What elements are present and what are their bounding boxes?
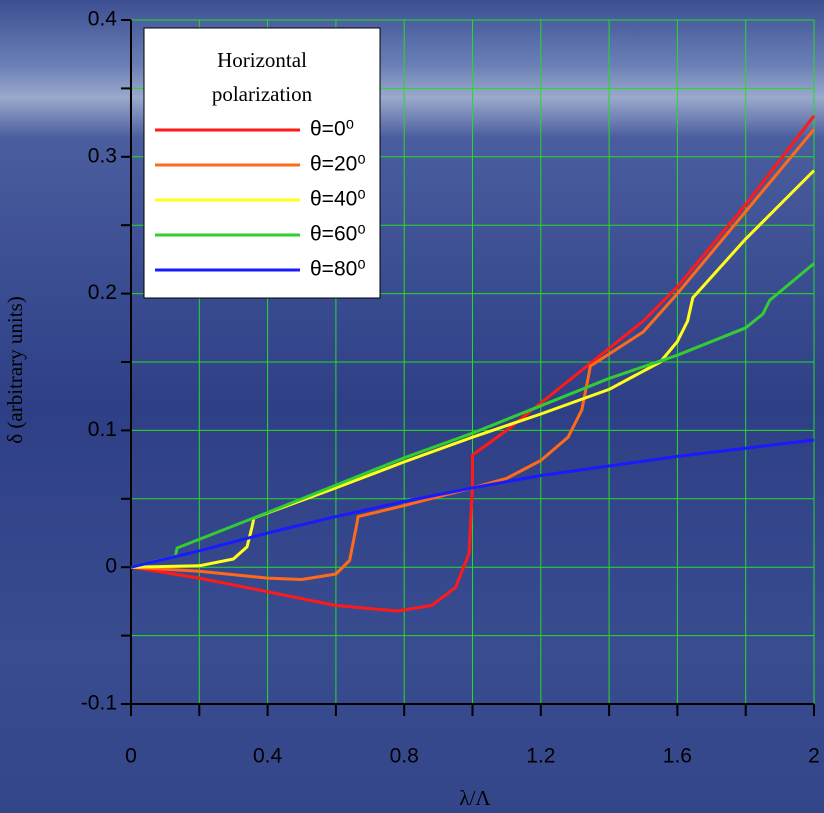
legend-label: θ=60⁰: [310, 223, 366, 246]
y-tick-label: 0.1: [88, 418, 117, 441]
legend-title: polarization: [212, 82, 313, 106]
y-tick-label: 0: [105, 555, 117, 578]
data-line: [130, 114, 816, 613]
x-tick-label: 1.2: [526, 745, 555, 768]
legend-label: θ=80⁰: [310, 258, 366, 281]
x-tick-label: 2: [808, 745, 820, 768]
x-tick-label: 0: [125, 745, 137, 768]
y-tick-label: 0.3: [88, 144, 117, 167]
y-tick-label: 0.4: [88, 8, 118, 31]
y-axis-label: δ (arbitrary units): [3, 296, 27, 444]
data-line: [130, 169, 816, 569]
x-tick-label: 0.8: [390, 745, 419, 768]
data-line: [130, 438, 815, 569]
x-axis-label: λ/Λ: [459, 786, 491, 810]
data-line: [130, 128, 816, 581]
y-tick-label: -0.1: [81, 692, 117, 715]
legend-box: [143, 27, 381, 299]
x-tick-label: 1.6: [663, 745, 692, 768]
legend-title: Horizontal: [217, 48, 307, 72]
y-tick-label: 0.2: [88, 281, 117, 304]
legend-label: θ=40⁰: [310, 188, 366, 211]
legend-label: θ=20⁰: [310, 153, 366, 176]
x-tick-label: 0.4: [253, 745, 283, 768]
data-line: [130, 262, 815, 569]
legend-label: θ=0⁰: [310, 118, 354, 141]
